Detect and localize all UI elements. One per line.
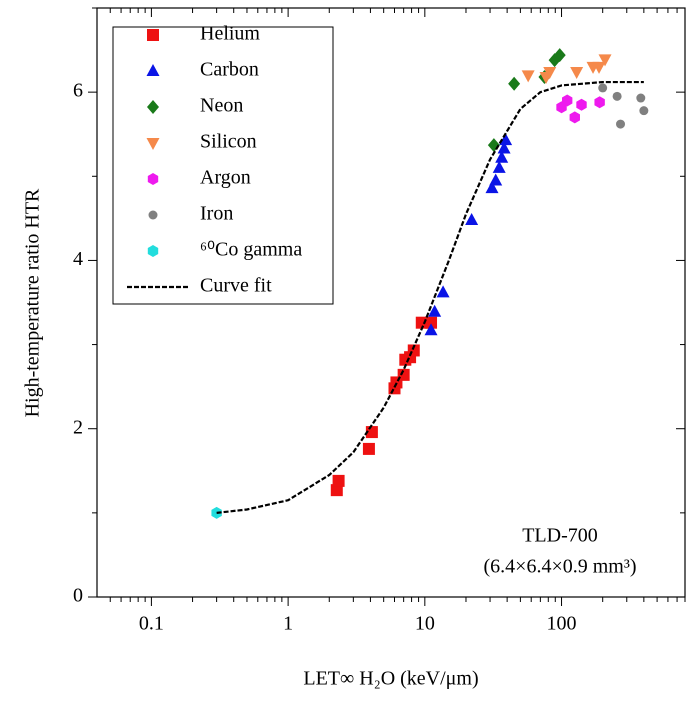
marker	[576, 98, 587, 111]
y-tick-label: 0	[73, 585, 83, 607]
marker	[436, 285, 450, 298]
legend-marker	[147, 100, 159, 114]
legend-marker	[146, 138, 160, 150]
legend-label: Silicon	[200, 131, 257, 153]
marker	[332, 474, 345, 487]
legend-marker	[148, 210, 158, 220]
legend-marker	[147, 173, 159, 185]
y-axis-label: High-temperature ratio HTR	[22, 188, 44, 417]
marker	[569, 111, 580, 124]
marker	[543, 66, 557, 79]
marker	[499, 133, 513, 146]
legend-marker	[146, 64, 160, 76]
legend-label: Carbon	[200, 59, 259, 81]
y-tick-label: 6	[73, 80, 83, 102]
marker	[553, 48, 566, 63]
y-tick-label: 4	[73, 248, 83, 270]
legend-marker	[147, 245, 159, 257]
marker	[598, 54, 612, 67]
marker	[612, 91, 622, 101]
marker	[492, 160, 506, 173]
annotation: TLD-700	[522, 525, 598, 547]
legend-label: Iron	[200, 203, 233, 225]
marker	[508, 76, 521, 91]
x-tick-label: 0.1	[139, 613, 164, 635]
marker	[465, 213, 479, 226]
marker	[485, 181, 499, 194]
marker	[592, 61, 606, 74]
legend-label: Helium	[200, 23, 260, 45]
annotation: (6.4×6.4×0.9 mm³)	[484, 556, 637, 578]
y-tick-label: 2	[73, 416, 83, 438]
marker	[489, 173, 503, 186]
marker	[616, 119, 626, 129]
x-tick-label: 100	[547, 613, 577, 635]
marker	[330, 484, 343, 497]
marker	[636, 93, 646, 103]
legend-label: Curve fit	[200, 275, 272, 297]
marker	[562, 94, 573, 107]
legend-label: Argon	[200, 167, 251, 189]
marker	[497, 141, 511, 154]
marker	[598, 83, 608, 93]
marker	[362, 442, 375, 455]
x-tick-label: 1	[283, 613, 293, 635]
marker	[424, 323, 438, 336]
legend-label: ⁶⁰Co gamma	[200, 239, 302, 261]
x-tick-label: 10	[415, 613, 435, 635]
marker	[521, 70, 535, 83]
curve-fit	[216, 80, 644, 514]
marker	[428, 304, 442, 317]
marker	[594, 96, 605, 109]
marker	[495, 150, 509, 163]
marker	[570, 66, 584, 79]
marker	[397, 368, 410, 381]
legend-marker	[147, 29, 159, 41]
marker	[211, 506, 222, 519]
marker	[365, 426, 378, 439]
x-axis-label: LET∞ H₂O (keV/μm)	[303, 668, 478, 690]
marker	[425, 316, 438, 329]
legend-label: Neon	[200, 95, 243, 117]
plot-frame	[96, 7, 686, 598]
marker	[639, 106, 649, 116]
